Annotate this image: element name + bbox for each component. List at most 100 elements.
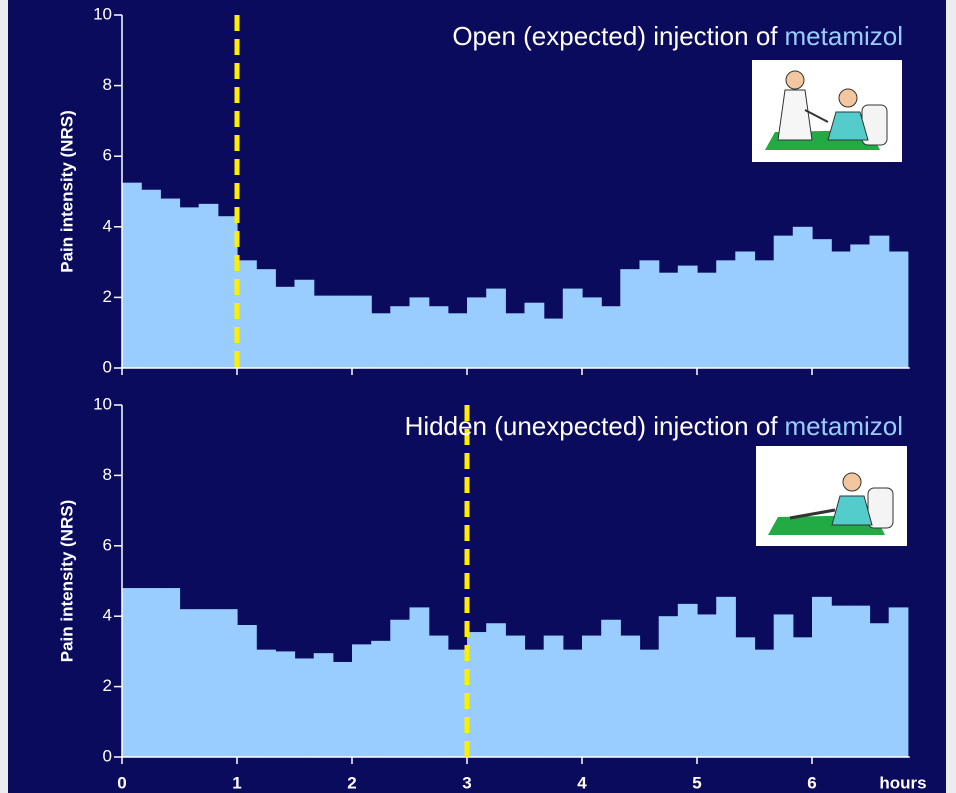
bar — [275, 651, 295, 757]
bar — [735, 637, 755, 757]
bar — [371, 313, 391, 368]
bar — [812, 597, 832, 757]
bar — [429, 306, 449, 368]
y-tick-label: 10 — [93, 4, 112, 23]
bar — [314, 296, 334, 368]
bar — [160, 199, 180, 368]
y-tick-label: 6 — [103, 535, 112, 554]
chart-title: Open (expected) injection ofmetamizol — [452, 21, 903, 51]
bar — [870, 236, 890, 368]
bar — [870, 623, 890, 757]
x-tick-label: 3 — [462, 773, 471, 792]
bar — [122, 183, 142, 368]
bar — [352, 644, 372, 757]
bar — [122, 588, 142, 757]
title-highlight: metamizol — [785, 411, 903, 441]
bar — [659, 616, 679, 757]
bar — [582, 297, 602, 368]
bar — [429, 636, 449, 757]
y-tick-label: 4 — [103, 606, 112, 625]
bar — [160, 588, 180, 757]
bar — [525, 303, 545, 368]
bar — [889, 252, 909, 368]
y-axis-label: Pain intensity (NRS) — [57, 110, 76, 272]
bar — [218, 609, 238, 757]
x-tick-label: 6 — [807, 773, 816, 792]
bar — [793, 227, 813, 368]
y-tick-label: 0 — [103, 357, 112, 376]
x-tick-label: 1 — [232, 773, 241, 792]
bar — [678, 266, 698, 368]
bar — [850, 606, 870, 757]
bar — [850, 244, 870, 368]
bar — [640, 650, 660, 757]
bar — [563, 650, 583, 757]
bar — [141, 190, 161, 368]
y-tick-label: 2 — [103, 676, 112, 695]
bar — [659, 273, 679, 368]
bar — [678, 604, 698, 757]
bar — [601, 306, 621, 368]
y-tick-label: 10 — [93, 394, 112, 413]
bar — [812, 239, 832, 368]
bar — [620, 269, 640, 368]
bar — [410, 607, 430, 757]
bar — [544, 636, 564, 757]
bar — [755, 650, 775, 757]
bar — [410, 297, 430, 368]
bar — [697, 614, 717, 757]
bar — [237, 625, 257, 757]
bar — [716, 260, 736, 368]
bar — [371, 641, 391, 757]
bar — [697, 273, 717, 368]
bar — [199, 609, 219, 757]
bar — [237, 260, 257, 368]
bar — [505, 313, 525, 368]
bar — [333, 296, 353, 368]
bar — [180, 207, 200, 368]
bar — [486, 623, 506, 757]
bar — [831, 606, 851, 757]
bar — [889, 607, 909, 757]
bar — [544, 319, 564, 368]
bar — [467, 632, 487, 757]
bar — [793, 637, 813, 757]
bar — [352, 296, 372, 368]
bar — [333, 662, 353, 757]
bar — [295, 658, 315, 757]
bar — [525, 650, 545, 757]
chart: 0246810Pain intensity (NRS)Open (expecte… — [0, 0, 956, 793]
bar — [774, 236, 794, 368]
x-tick-label: 2 — [347, 773, 356, 792]
bar — [141, 588, 161, 757]
bar — [601, 620, 621, 757]
bar — [256, 269, 276, 368]
bar — [755, 260, 775, 368]
bar — [620, 636, 640, 757]
bar — [486, 289, 506, 368]
y-tick-label: 4 — [103, 216, 112, 235]
clipart-open — [752, 60, 902, 162]
bar — [199, 204, 219, 368]
bar — [295, 280, 315, 368]
bar — [448, 313, 468, 368]
bar — [180, 609, 200, 757]
x-axis-label: hours — [879, 773, 926, 792]
bar — [563, 289, 583, 368]
bar — [467, 297, 487, 368]
bar — [390, 620, 410, 757]
bar — [256, 650, 276, 757]
clipart-hidden — [756, 446, 907, 546]
bar — [275, 287, 295, 368]
y-tick-label: 8 — [103, 75, 112, 94]
bar — [774, 614, 794, 757]
y-axis-label: Pain intensity (NRS) — [57, 500, 76, 662]
x-tick-label: 0 — [117, 773, 126, 792]
bar — [505, 636, 525, 757]
x-tick-label: 5 — [692, 773, 701, 792]
bar — [582, 636, 602, 757]
y-tick-label: 6 — [103, 146, 112, 165]
bar — [314, 653, 334, 757]
y-tick-label: 2 — [103, 287, 112, 306]
